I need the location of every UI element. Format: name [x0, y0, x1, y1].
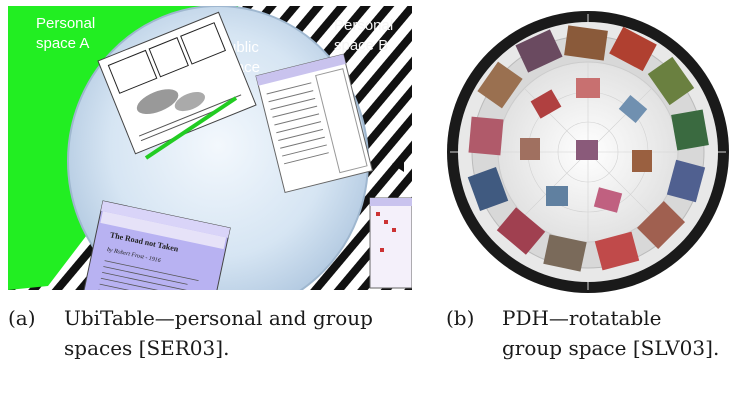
poem-window: The Road not Taken by Robert Frost - 191… [81, 200, 231, 290]
caption-b-line2: group space [SLV03]. [502, 336, 720, 360]
personal-space-a-label-1: Personal [36, 15, 95, 32]
pdh-image [446, 10, 730, 294]
text-window [255, 53, 373, 194]
personal-space-b-label-1: Personal [334, 17, 393, 34]
pdh-inner-photos [520, 78, 652, 213]
calendar-window [369, 197, 412, 289]
caption-b-label: (b) [446, 306, 475, 330]
pdh-scene [447, 11, 729, 293]
ubitable-image: Personal space A Public space Personal s… [8, 6, 412, 290]
scanned-document [97, 11, 257, 155]
caption-a-line1: UbiTable—personal and group [64, 306, 373, 330]
caption-b-line1: PDH—rotatable [502, 306, 662, 330]
pdh-outer-photos [467, 25, 709, 272]
caption-a-line2: spaces [SER03]. [64, 336, 230, 360]
caption-b: (b) PDH—rotatable group space [SLV03]. [446, 304, 736, 366]
personal-space-b-label-2: space B [334, 37, 388, 54]
personal-space-a-label-2: space A [36, 35, 89, 52]
share-boundary-line [144, 96, 238, 160]
caption-a-label: (a) [8, 306, 36, 330]
pdh-rim-markers [450, 14, 726, 290]
pointer-arrow-icon [392, 156, 404, 172]
caption-a: (a) UbiTable—personal and group spaces [… [8, 304, 428, 366]
ubitable-scene: Personal space A Public space Personal s… [8, 6, 412, 290]
